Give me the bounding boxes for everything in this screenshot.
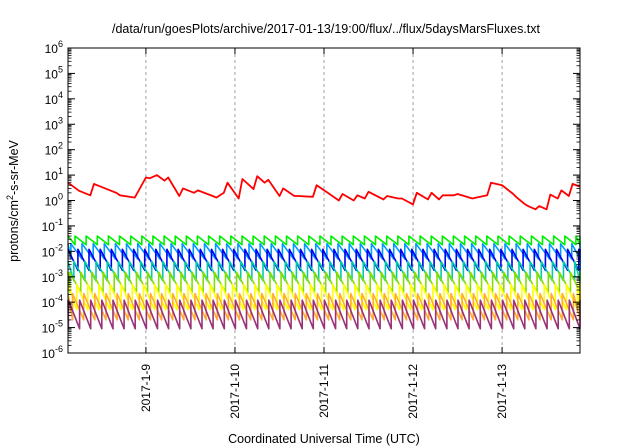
y-tick-exponent: -3 <box>55 268 63 278</box>
y-tick-exponent: 0 <box>58 192 63 202</box>
x-tick-label: 2017-1-9 <box>139 364 153 412</box>
y-tick-label: 10-4 <box>42 293 63 310</box>
y-tick-base: 10 <box>45 67 59 81</box>
y-axis-label-suffix: -s-sr-MeV <box>7 139 21 195</box>
y-tick-base: 10 <box>42 296 56 310</box>
y-tick-exponent: 1 <box>58 166 63 176</box>
y-tick-exponent: -1 <box>55 217 63 227</box>
y-tick-base: 10 <box>42 271 56 285</box>
y-axis-label: protons/cm2-s-sr-MeV <box>5 139 21 261</box>
data-series <box>67 174 581 330</box>
y-tick-base: 10 <box>45 169 59 183</box>
x-tick-label: 2017-1-10 <box>228 364 242 419</box>
series-line <box>67 248 581 272</box>
series-line <box>67 271 581 293</box>
y-tick-label: 100 <box>45 192 63 209</box>
y-axis-label-superscript: 2 <box>5 195 15 200</box>
y-tick-exponent: 6 <box>58 39 63 49</box>
y-tick-base: 10 <box>45 118 59 132</box>
y-tick-exponent: 2 <box>58 141 63 151</box>
y-tick-base: 10 <box>42 347 56 361</box>
y-tick-base: 10 <box>42 322 56 336</box>
y-tick-label: 101 <box>45 166 63 183</box>
y-tick-exponent: 5 <box>58 64 63 74</box>
y-axis-ticks: 10610510410310210110010-110-210-310-410-… <box>42 39 580 361</box>
y-tick-label: 103 <box>45 115 63 132</box>
y-tick-base: 10 <box>45 195 59 209</box>
y-tick-label: 10-6 <box>42 344 63 361</box>
x-axis-label: Coordinated Universal Time (UTC) <box>228 432 420 446</box>
series-line <box>67 299 581 330</box>
y-tick-label: 102 <box>45 141 63 158</box>
x-tick-label: 2017-1-12 <box>406 364 420 419</box>
y-tick-base: 10 <box>45 93 59 107</box>
y-tick-label: 105 <box>45 64 63 81</box>
y-tick-label: 104 <box>45 90 63 107</box>
y-tick-label: 10-1 <box>42 217 63 234</box>
chart-title: /data/run/goesPlots/archive/2017-01-13/1… <box>112 22 541 36</box>
x-tick-label: 2017-1-11 <box>317 364 331 418</box>
series-line <box>67 260 581 282</box>
series-line <box>67 283 581 311</box>
x-axis-ticks: 2017-1-9 2017-1-10 2017-1-11 2017-1-12 2017-… <box>139 48 509 419</box>
series-line <box>67 292 581 321</box>
series-line <box>67 174 581 211</box>
y-tick-base: 10 <box>45 144 59 158</box>
y-tick-exponent: -6 <box>55 344 63 354</box>
y-tick-label: 106 <box>45 39 63 56</box>
y-tick-label: 10-2 <box>42 242 63 259</box>
y-tick-base: 10 <box>42 245 56 259</box>
y-tick-exponent: 4 <box>58 90 63 100</box>
y-tick-base: 10 <box>42 220 56 234</box>
y-axis-label-prefix: protons/cm <box>7 200 21 262</box>
y-tick-label: 10-3 <box>42 268 63 285</box>
y-tick-exponent: -4 <box>55 293 63 303</box>
y-tick-exponent: 3 <box>58 115 63 125</box>
series-line <box>67 235 581 246</box>
y-tick-label: 10-5 <box>42 319 63 336</box>
x-tick-label: 2017-1-13 <box>495 364 509 419</box>
y-tick-exponent: -2 <box>55 242 63 252</box>
y-tick-exponent: -5 <box>55 319 63 329</box>
y-tick-base: 10 <box>45 42 59 56</box>
